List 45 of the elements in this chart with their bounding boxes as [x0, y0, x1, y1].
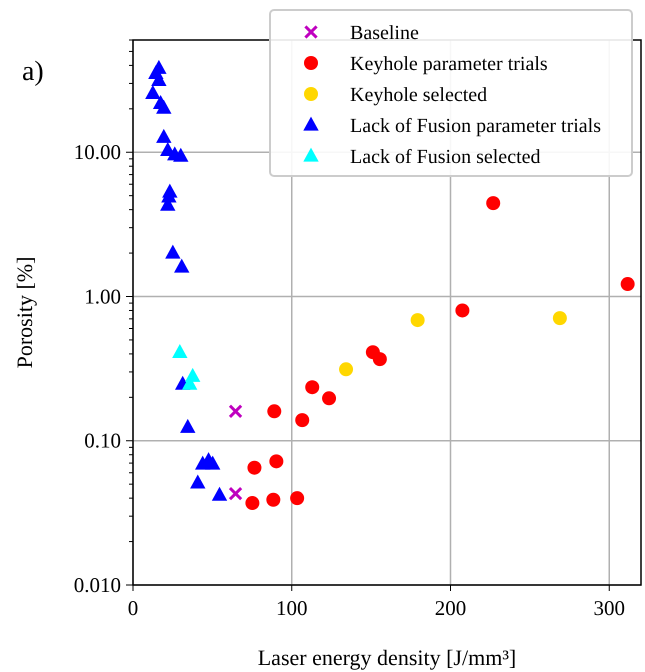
- x-tick-label: 300: [594, 596, 625, 620]
- y-tick-label: 0.10: [84, 428, 121, 453]
- point: [372, 352, 387, 366]
- x-tick-label: 0: [128, 596, 138, 620]
- point: [486, 196, 500, 210]
- point: [620, 277, 635, 292]
- point: [295, 413, 310, 428]
- y-tick-label: 1.00: [84, 284, 121, 308]
- point: [267, 404, 282, 418]
- point: [410, 313, 425, 328]
- point: [266, 492, 280, 507]
- legend-label: Keyhole selected: [350, 84, 488, 106]
- point: [322, 391, 336, 406]
- legend-label: Keyhole parameter trials: [350, 53, 548, 75]
- point: [552, 311, 567, 326]
- text: a): [22, 56, 44, 87]
- point: [228, 404, 243, 418]
- point: [247, 460, 262, 475]
- y-axis-title: Porosity [%]: [12, 256, 37, 368]
- x-tick-label: 200: [434, 596, 466, 620]
- point: [156, 128, 172, 143]
- point: [455, 303, 470, 318]
- point: [156, 100, 172, 114]
- point: [204, 456, 220, 470]
- point: [173, 148, 188, 162]
- point: [305, 380, 320, 394]
- point: [245, 496, 260, 510]
- x-axis-title: Laser energy density [J/mm³]: [258, 645, 516, 670]
- point: [165, 244, 181, 259]
- point: [190, 474, 206, 489]
- point: [212, 486, 228, 501]
- point: [145, 84, 161, 99]
- point: [172, 344, 188, 358]
- legend-label: Lack of Fusion parameter trials: [350, 115, 602, 137]
- x-tick-label: 100: [276, 596, 308, 620]
- legend-label: Lack of Fusion selected: [350, 146, 540, 168]
- y-tick-label: 10.00: [74, 140, 121, 164]
- point: [269, 454, 284, 468]
- point: [174, 258, 190, 273]
- legend-label: Baseline: [350, 22, 419, 44]
- point: [228, 486, 243, 501]
- y-tick-label: 0.010: [74, 573, 121, 597]
- point: [290, 491, 304, 506]
- point: [339, 362, 354, 376]
- point: [180, 418, 196, 433]
